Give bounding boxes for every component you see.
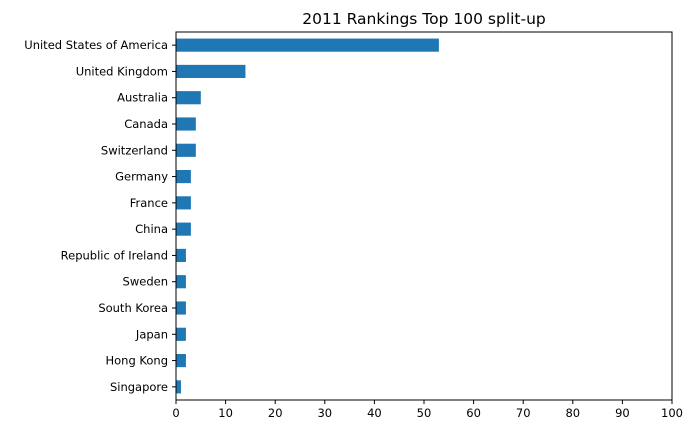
plot-frame xyxy=(175,31,673,401)
bar xyxy=(176,327,186,341)
x-tick-label: 70 xyxy=(516,406,531,420)
y-tick-label: Australia xyxy=(117,91,168,105)
y-tick-label: United States of America xyxy=(24,38,168,52)
bar xyxy=(176,117,196,131)
y-tick-label: United Kingdom xyxy=(76,64,168,78)
x-tick-label: 20 xyxy=(268,406,283,420)
bar xyxy=(176,301,186,315)
y-tick-label: Republic of Ireland xyxy=(61,248,168,262)
x-tick-label: 50 xyxy=(417,406,432,420)
bar xyxy=(176,354,186,368)
bar xyxy=(176,64,246,78)
y-tick-label: South Korea xyxy=(98,301,168,315)
y-tick-label: Sweden xyxy=(123,275,168,289)
bar xyxy=(176,170,191,184)
bars-group xyxy=(176,38,439,394)
bar xyxy=(176,380,181,394)
x-tick-label: 100 xyxy=(661,406,683,420)
y-tick-label: Japan xyxy=(135,327,168,341)
bar xyxy=(176,38,439,52)
y-tick-label: Singapore xyxy=(110,380,168,394)
bar xyxy=(176,275,186,289)
x-tick-label: 10 xyxy=(218,406,233,420)
x-tick-label: 40 xyxy=(367,406,382,420)
bar xyxy=(176,91,201,105)
y-tick-label: Switzerland xyxy=(101,143,168,157)
y-tick-label: Germany xyxy=(115,170,168,184)
x-tick-label: 80 xyxy=(565,406,580,420)
x-tick-label: 30 xyxy=(317,406,332,420)
bar xyxy=(176,196,191,210)
y-tick-label: France xyxy=(130,196,168,210)
bar xyxy=(176,143,196,157)
y-tick-label: China xyxy=(135,222,168,236)
x-axis-ticks: 0 10 20 30 40 50 60 70 80 90 100 xyxy=(172,400,683,420)
x-tick-label: 90 xyxy=(615,406,630,420)
bar xyxy=(176,248,186,262)
x-tick-label: 0 xyxy=(172,406,179,420)
x-tick-label: 60 xyxy=(466,406,481,420)
chart-title: 2011 Rankings Top 100 split-up xyxy=(302,10,546,28)
y-tick-label: Canada xyxy=(124,117,168,131)
bar xyxy=(176,222,191,236)
y-tick-label: Hong Kong xyxy=(105,354,168,368)
y-axis-ticks: United States of America United Kingdom Au… xyxy=(24,38,176,394)
